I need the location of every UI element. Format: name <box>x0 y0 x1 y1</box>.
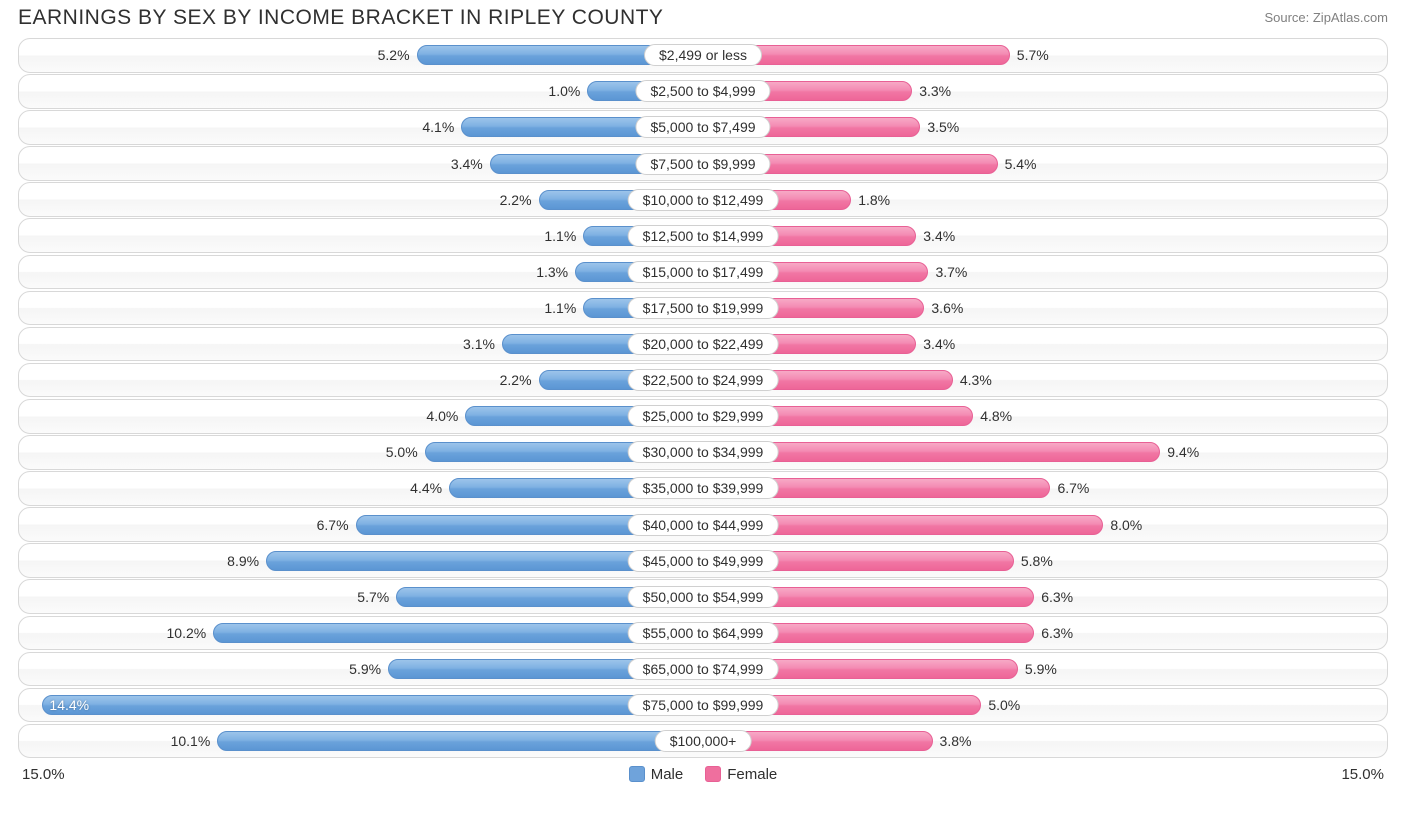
male-pct-label: 5.2% <box>378 47 418 63</box>
chart-row: 4.0% 4.8% $25,000 to $29,999 <box>18 399 1388 434</box>
chart-row: 5.7% 6.3% $50,000 to $54,999 <box>18 579 1388 614</box>
category-label: $2,500 to $4,999 <box>635 80 770 102</box>
female-pct-label: 3.7% <box>927 264 967 280</box>
chart-row: 3.1% 3.4% $20,000 to $22,499 <box>18 327 1388 362</box>
chart-row: 5.0% 9.4% $30,000 to $34,999 <box>18 435 1388 470</box>
chart-row: 10.1% 3.8% $100,000+ <box>18 724 1388 759</box>
legend-male-label: Male <box>651 766 684 783</box>
male-pct-label: 4.1% <box>422 119 462 135</box>
category-label: $65,000 to $74,999 <box>628 658 779 680</box>
female-pct-label: 5.0% <box>980 697 1020 713</box>
chart-row: 14.4% 5.0% $75,000 to $99,999 <box>18 688 1388 723</box>
category-label: $40,000 to $44,999 <box>628 514 779 536</box>
female-pct-label: 5.7% <box>1009 47 1049 63</box>
chart-header: EARNINGS BY SEX BY INCOME BRACKET IN RIP… <box>0 0 1406 38</box>
category-label: $25,000 to $29,999 <box>628 405 779 427</box>
category-label: $2,499 or less <box>644 44 762 66</box>
male-pct-label: 5.9% <box>349 661 389 677</box>
chart-row: 1.3% 3.7% $15,000 to $17,499 <box>18 255 1388 290</box>
category-label: $35,000 to $39,999 <box>628 477 779 499</box>
axis-max-right: 15.0% <box>1341 766 1384 783</box>
category-label: $22,500 to $24,999 <box>628 369 779 391</box>
category-label: $75,000 to $99,999 <box>628 694 779 716</box>
chart-row: 3.4% 5.4% $7,500 to $9,999 <box>18 146 1388 181</box>
female-swatch-icon <box>705 766 721 782</box>
chart-row: 5.9% 5.9% $65,000 to $74,999 <box>18 652 1388 687</box>
chart-area: 5.2% 5.7% $2,499 or less 1.0% 3.3% $2,500 to … <box>0 38 1406 758</box>
male-pct-label: 10.1% <box>171 733 219 749</box>
male-pct-label: 3.1% <box>463 336 503 352</box>
category-label: $7,500 to $9,999 <box>635 153 770 175</box>
category-label: $12,500 to $14,999 <box>628 225 779 247</box>
male-pct-label: 10.2% <box>167 625 215 641</box>
legend-female-label: Female <box>727 766 777 783</box>
female-pct-label: 3.5% <box>919 119 959 135</box>
chart-row: 1.1% 3.6% $17,500 to $19,999 <box>18 291 1388 326</box>
chart-row: 5.2% 5.7% $2,499 or less <box>18 38 1388 73</box>
chart-row: 2.2% 1.8% $10,000 to $12,499 <box>18 182 1388 217</box>
category-label: $20,000 to $22,499 <box>628 333 779 355</box>
chart-row: 10.2% 6.3% $55,000 to $64,999 <box>18 616 1388 651</box>
category-label: $10,000 to $12,499 <box>628 189 779 211</box>
category-label: $45,000 to $49,999 <box>628 550 779 572</box>
male-pct-label: 1.3% <box>536 264 576 280</box>
legend: Male Female <box>629 766 778 783</box>
female-pct-label: 6.3% <box>1033 589 1073 605</box>
male-pct-label: 2.2% <box>500 192 540 208</box>
chart-row: 6.7% 8.0% $40,000 to $44,999 <box>18 507 1388 542</box>
female-pct-label: 4.3% <box>952 372 992 388</box>
female-pct-label: 6.3% <box>1033 625 1073 641</box>
female-pct-label: 3.4% <box>915 336 955 352</box>
female-pct-label: 9.4% <box>1159 444 1199 460</box>
male-pct-label: 1.0% <box>548 83 588 99</box>
chart-row: 8.9% 5.8% $45,000 to $49,999 <box>18 543 1388 578</box>
male-pct-label: 4.4% <box>410 480 450 496</box>
female-pct-label: 4.8% <box>972 408 1012 424</box>
category-label: $15,000 to $17,499 <box>628 261 779 283</box>
female-pct-label: 5.4% <box>997 156 1037 172</box>
female-pct-label: 3.3% <box>911 83 951 99</box>
female-pct-label: 5.9% <box>1017 661 1057 677</box>
female-pct-label: 3.8% <box>932 733 972 749</box>
male-pct-label: 3.4% <box>451 156 491 172</box>
chart-row: 4.4% 6.7% $35,000 to $39,999 <box>18 471 1388 506</box>
chart-row: 4.1% 3.5% $5,000 to $7,499 <box>18 110 1388 145</box>
chart-row: 1.1% 3.4% $12,500 to $14,999 <box>18 218 1388 253</box>
male-bar: 14.4% <box>42 695 703 715</box>
female-pct-label: 3.4% <box>915 228 955 244</box>
male-pct-label: 4.0% <box>426 408 466 424</box>
male-pct-label: 14.4% <box>49 697 89 713</box>
category-label: $5,000 to $7,499 <box>635 116 770 138</box>
chart-source: Source: ZipAtlas.com <box>1264 10 1388 25</box>
category-label: $50,000 to $54,999 <box>628 586 779 608</box>
chart-footer: 15.0% Male Female 15.0% <box>0 760 1406 783</box>
female-pct-label: 1.8% <box>850 192 890 208</box>
category-label: $100,000+ <box>655 730 752 752</box>
category-label: $55,000 to $64,999 <box>628 622 779 644</box>
legend-item-male: Male <box>629 766 684 783</box>
chart-row: 2.2% 4.3% $22,500 to $24,999 <box>18 363 1388 398</box>
male-swatch-icon <box>629 766 645 782</box>
male-pct-label: 1.1% <box>544 228 584 244</box>
male-pct-label: 8.9% <box>227 553 267 569</box>
male-pct-label: 5.7% <box>357 589 397 605</box>
legend-item-female: Female <box>705 766 777 783</box>
male-pct-label: 2.2% <box>500 372 540 388</box>
axis-max-left: 15.0% <box>22 766 65 783</box>
chart-title: EARNINGS BY SEX BY INCOME BRACKET IN RIP… <box>18 6 663 30</box>
category-label: $30,000 to $34,999 <box>628 441 779 463</box>
female-pct-label: 6.7% <box>1049 480 1089 496</box>
female-pct-label: 3.6% <box>923 300 963 316</box>
male-pct-label: 6.7% <box>317 517 357 533</box>
female-pct-label: 5.8% <box>1013 553 1053 569</box>
male-pct-label: 1.1% <box>544 300 584 316</box>
male-pct-label: 5.0% <box>386 444 426 460</box>
category-label: $17,500 to $19,999 <box>628 297 779 319</box>
male-bar: 10.1% <box>217 731 703 751</box>
chart-row: 1.0% 3.3% $2,500 to $4,999 <box>18 74 1388 109</box>
female-pct-label: 8.0% <box>1102 517 1142 533</box>
